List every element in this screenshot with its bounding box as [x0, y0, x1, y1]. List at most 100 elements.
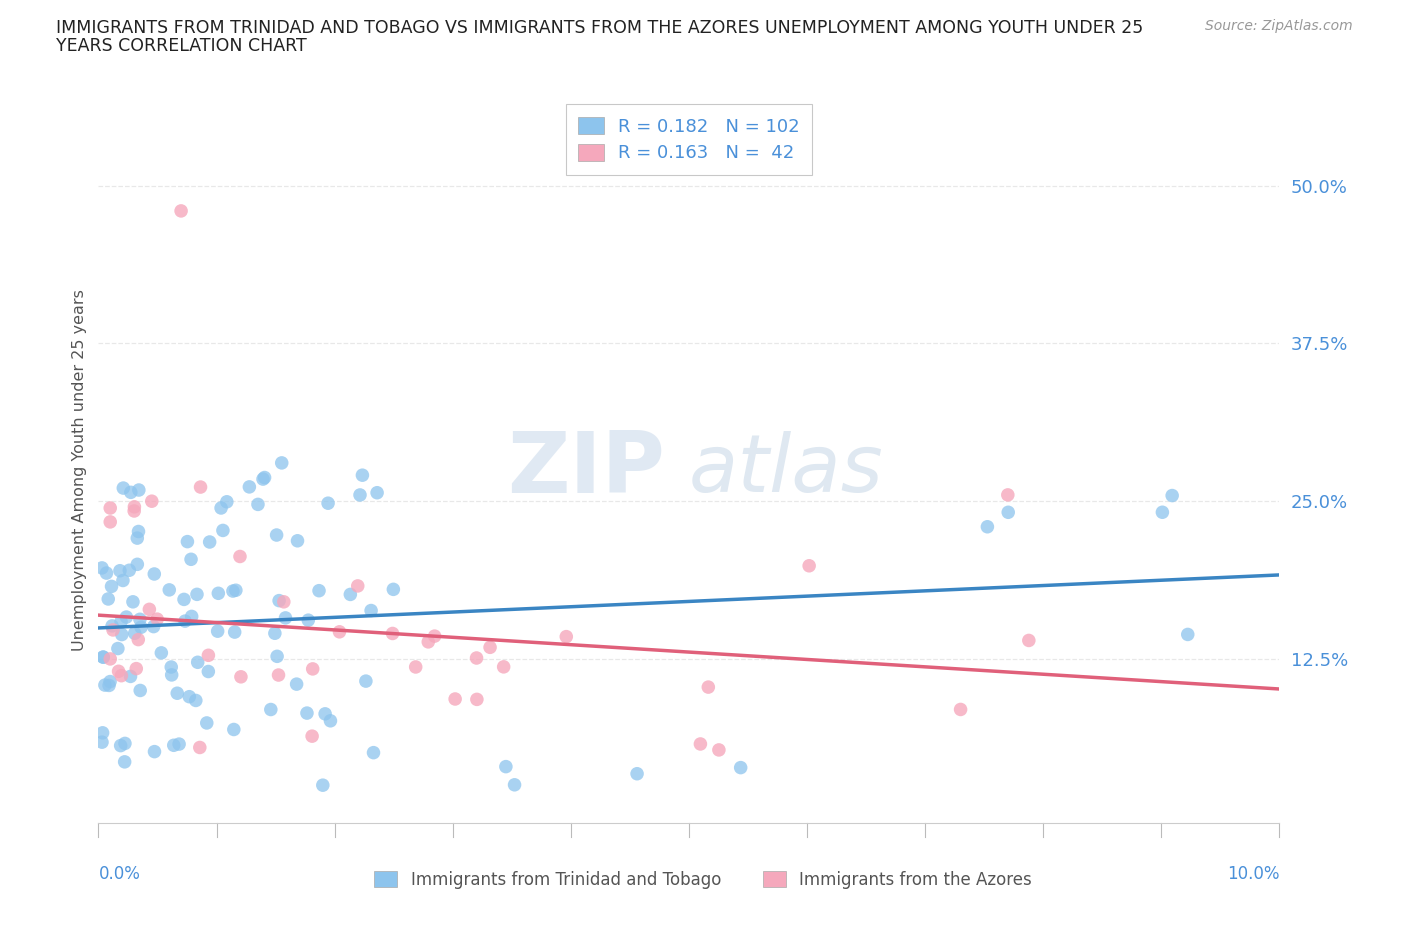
- Point: [381, 626, 404, 641]
- Point: [98, 674, 121, 689]
- Point: [360, 603, 382, 618]
- Point: [238, 480, 260, 495]
- Point: [273, 594, 295, 609]
- Point: [101, 622, 124, 637]
- Point: [949, 702, 972, 717]
- Point: [110, 738, 132, 753]
- Point: [122, 503, 145, 518]
- Point: [382, 582, 405, 597]
- Legend: Immigrants from Trinidad and Tobago, Immigrants from the Azores: Immigrants from Trinidad and Tobago, Imm…: [367, 864, 1039, 896]
- Point: [215, 495, 238, 510]
- Point: [252, 472, 274, 486]
- Point: [146, 612, 169, 627]
- Point: [129, 683, 152, 698]
- Point: [301, 729, 323, 744]
- Point: [129, 612, 152, 627]
- Text: 10.0%: 10.0%: [1227, 866, 1279, 884]
- Point: [308, 583, 330, 598]
- Point: [316, 496, 339, 511]
- Point: [267, 668, 290, 683]
- Point: [184, 693, 207, 708]
- Point: [697, 680, 720, 695]
- Legend: R = 0.182   N = 102, R = 0.163   N =  42: R = 0.182 N = 102, R = 0.163 N = 42: [565, 104, 813, 175]
- Point: [209, 500, 232, 515]
- Point: [141, 494, 163, 509]
- Point: [198, 535, 221, 550]
- Point: [187, 655, 209, 670]
- Point: [229, 549, 252, 564]
- Point: [127, 525, 149, 539]
- Point: [122, 594, 145, 609]
- Text: YEARS CORRELATION CHART: YEARS CORRELATION CHART: [56, 37, 307, 55]
- Point: [127, 531, 149, 546]
- Point: [555, 630, 578, 644]
- Point: [163, 737, 186, 752]
- Point: [266, 649, 288, 664]
- Point: [465, 692, 488, 707]
- Point: [157, 582, 180, 597]
- Text: ZIP: ZIP: [508, 428, 665, 512]
- Point: [125, 661, 148, 676]
- Point: [997, 487, 1019, 502]
- Point: [212, 523, 235, 538]
- Point: [91, 650, 114, 665]
- Point: [339, 587, 361, 602]
- Y-axis label: Unemployment Among Youth under 25 years: Unemployment Among Youth under 25 years: [72, 288, 87, 651]
- Point: [91, 561, 114, 576]
- Point: [173, 592, 195, 607]
- Point: [128, 483, 150, 498]
- Point: [352, 468, 374, 483]
- Point: [197, 648, 219, 663]
- Point: [492, 659, 515, 674]
- Point: [797, 558, 820, 573]
- Point: [143, 744, 166, 759]
- Point: [188, 740, 211, 755]
- Point: [186, 587, 208, 602]
- Point: [207, 624, 229, 639]
- Point: [295, 706, 318, 721]
- Point: [479, 640, 502, 655]
- Point: [1161, 488, 1184, 503]
- Point: [190, 480, 212, 495]
- Point: [363, 745, 385, 760]
- Point: [222, 584, 245, 599]
- Point: [127, 632, 149, 647]
- Point: [997, 505, 1019, 520]
- Point: [118, 563, 141, 578]
- Point: [97, 591, 120, 606]
- Point: [222, 722, 245, 737]
- Point: [626, 766, 648, 781]
- Point: [91, 735, 114, 750]
- Point: [349, 487, 371, 502]
- Point: [107, 664, 129, 679]
- Point: [167, 737, 190, 751]
- Point: [127, 557, 149, 572]
- Point: [689, 737, 711, 751]
- Point: [263, 626, 285, 641]
- Point: [98, 500, 121, 515]
- Point: [285, 677, 308, 692]
- Point: [98, 652, 121, 667]
- Point: [120, 485, 142, 499]
- Point: [423, 629, 446, 644]
- Point: [129, 619, 152, 634]
- Point: [1018, 633, 1040, 648]
- Point: [260, 702, 283, 717]
- Point: [143, 566, 166, 581]
- Point: [179, 689, 201, 704]
- Point: [287, 533, 309, 548]
- Point: [100, 579, 122, 594]
- Point: [444, 692, 467, 707]
- Point: [111, 573, 134, 588]
- Point: [224, 625, 246, 640]
- Point: [110, 669, 132, 684]
- Point: [112, 481, 135, 496]
- Point: [465, 651, 488, 666]
- Point: [108, 564, 131, 578]
- Point: [495, 759, 517, 774]
- Point: [319, 713, 342, 728]
- Point: [229, 670, 252, 684]
- Point: [107, 641, 129, 656]
- Point: [150, 645, 173, 660]
- Point: [297, 613, 319, 628]
